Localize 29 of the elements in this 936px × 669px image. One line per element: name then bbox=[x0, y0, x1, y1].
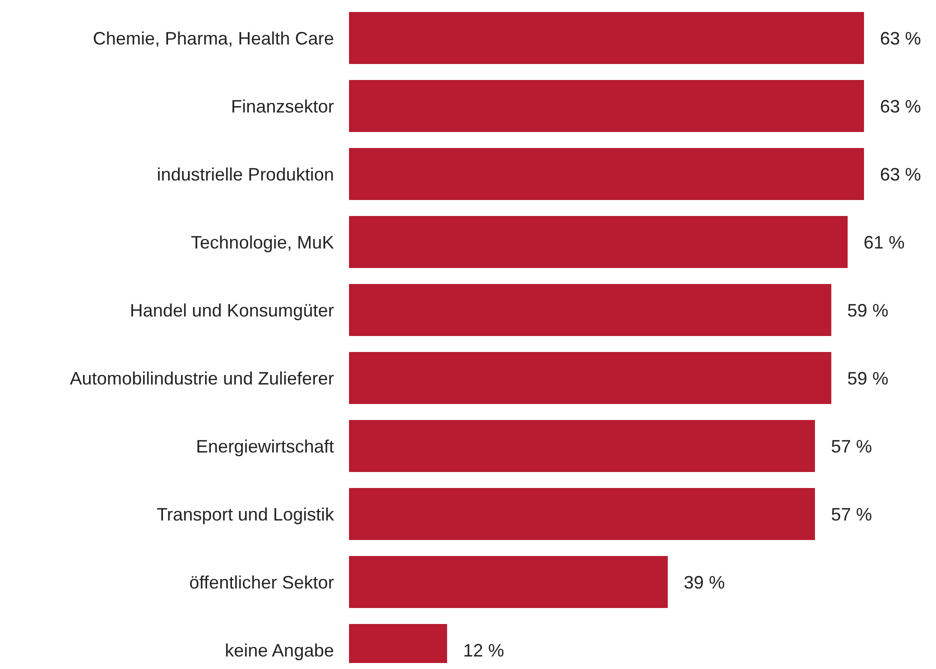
y-tick-label: Handel und Konsumgüter bbox=[130, 300, 334, 320]
data-label: 63 % bbox=[880, 28, 922, 48]
data-label: 63 % bbox=[880, 164, 922, 184]
data-label: 57 % bbox=[830, 504, 872, 524]
data-label: 39 % bbox=[684, 572, 725, 592]
bar bbox=[349, 12, 864, 64]
bar bbox=[349, 216, 848, 268]
data-label: 63 % bbox=[880, 96, 922, 116]
y-tick-label: Technologie, MuK bbox=[190, 232, 334, 252]
data-label: 57 % bbox=[830, 436, 872, 456]
bar bbox=[349, 556, 668, 608]
y-tick-label: Finanzsektor bbox=[230, 96, 334, 116]
data-label: 59 % bbox=[847, 300, 888, 320]
y-tick-label: industrielle Produktion bbox=[156, 164, 334, 184]
y-tick-label: Energiewirtschaft bbox=[196, 436, 334, 456]
bar bbox=[349, 284, 832, 336]
y-tick-label: keine Angabe bbox=[224, 640, 334, 660]
y-tick-label: Transport und Logistik bbox=[156, 504, 335, 524]
y-tick-label: Chemie, Pharma, Health Care bbox=[92, 28, 334, 48]
data-label: 59 % bbox=[847, 368, 888, 388]
bar bbox=[349, 80, 864, 132]
bar bbox=[349, 148, 864, 200]
bar bbox=[349, 352, 832, 404]
y-tick-label: öffentlicher Sektor bbox=[189, 572, 334, 592]
data-label: 61 % bbox=[864, 232, 905, 252]
data-label: 12 % bbox=[463, 640, 504, 660]
bar bbox=[349, 420, 815, 472]
bar bbox=[349, 488, 815, 540]
y-tick-label: Automobilindustrie und Zulieferer bbox=[70, 368, 334, 388]
